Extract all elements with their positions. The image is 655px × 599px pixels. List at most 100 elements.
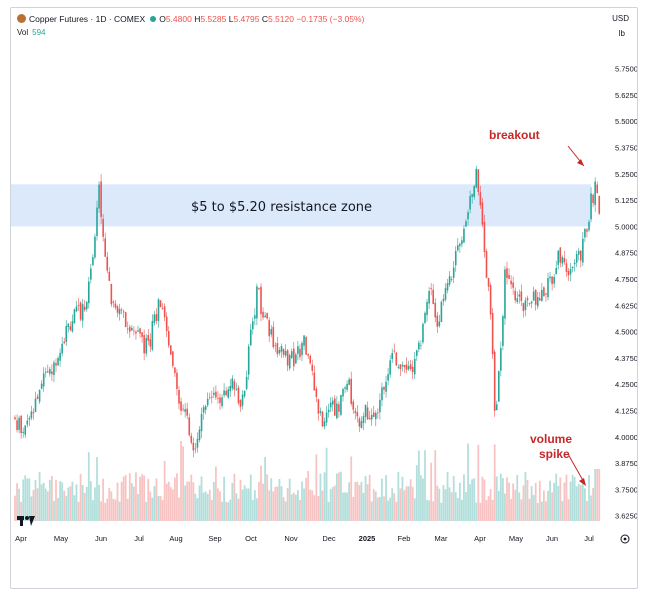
- volume-bar: [18, 488, 20, 521]
- volume-bar: [212, 482, 215, 521]
- volume-bar: [518, 492, 521, 521]
- candle-body: [42, 373, 45, 387]
- volume-bar: [135, 472, 137, 521]
- candle-body: [141, 332, 143, 338]
- volume-bar: [319, 473, 322, 521]
- volume-bar: [465, 492, 467, 521]
- volume-bar: [153, 486, 156, 521]
- volume-bar: [120, 481, 123, 521]
- candle-body: [135, 331, 137, 334]
- price-chart[interactable]: 5.7500 5.6250 5.5000 5.3750 5.2500 5.1250 5.00…: [11, 8, 638, 589]
- candle-body: [143, 335, 145, 354]
- open-value: 5.4800: [165, 14, 192, 24]
- candle-body: [354, 410, 357, 413]
- candle-body: [323, 421, 326, 427]
- candle-body: [401, 364, 404, 367]
- x-tick-label: May: [509, 534, 523, 543]
- candle-body: [268, 320, 270, 337]
- volume-bar: [325, 447, 328, 521]
- x-tick-label: Oct: [245, 534, 258, 543]
- tradingview-logo-icon[interactable]: [17, 516, 35, 526]
- candle-body: [266, 312, 268, 319]
- volume-bar: [249, 474, 252, 521]
- candle-body: [325, 412, 328, 423]
- volume-bar: [309, 489, 312, 521]
- candle-body: [598, 195, 601, 214]
- volume-bar: [182, 446, 184, 521]
- candle-body: [461, 240, 463, 245]
- volume-bar: [561, 501, 564, 521]
- y-tick-label: 4.8750: [615, 249, 638, 258]
- high-value: 5.5285: [200, 14, 227, 24]
- volume-bar: [458, 482, 461, 521]
- candle-body: [256, 286, 258, 319]
- candle-body: [249, 329, 252, 346]
- candle-body: [518, 294, 521, 297]
- volume-bar: [463, 474, 465, 521]
- candle-body: [129, 326, 131, 332]
- candle-body: [551, 276, 553, 285]
- volume-bar: [436, 485, 439, 521]
- volume-bar: [276, 486, 279, 521]
- candle-body: [502, 316, 504, 346]
- scale-label[interactable]: lb: [618, 29, 625, 38]
- candle-body: [295, 354, 297, 364]
- volume-bar: [331, 487, 334, 521]
- candle-body: [247, 346, 250, 375]
- volume-bar: [26, 478, 29, 521]
- candle-body: [81, 304, 84, 321]
- volume-bar: [532, 494, 535, 521]
- volume-bar: [20, 501, 23, 521]
- candle-body: [520, 291, 523, 301]
- candle-body: [206, 398, 209, 406]
- candle-body: [229, 385, 232, 392]
- volume-bar: [430, 462, 433, 521]
- volume-bar: [24, 475, 27, 521]
- candle-body: [110, 283, 113, 305]
- volume-bar: [530, 486, 533, 521]
- volume-bar: [499, 473, 502, 521]
- candle-body: [264, 315, 266, 318]
- settings-gear-icon[interactable]: [620, 534, 630, 544]
- volume-bar: [36, 488, 39, 521]
- candle-body: [422, 323, 424, 343]
- candle-body: [176, 372, 178, 389]
- candle-body: [368, 417, 371, 420]
- volume-bar: [547, 490, 549, 521]
- currency-selector[interactable]: USD: [612, 14, 629, 23]
- volume-bar: [340, 471, 342, 521]
- volume-bar: [278, 479, 281, 521]
- volume-bar: [438, 488, 441, 521]
- candle-body: [454, 251, 457, 266]
- volume-bar: [454, 492, 457, 521]
- volume-bar: [538, 480, 541, 521]
- symbol-title[interactable]: Copper Futures · 1D · COMEX: [29, 14, 146, 24]
- volume-bar: [584, 488, 586, 521]
- volume-bar: [221, 501, 223, 521]
- candle-body: [389, 360, 391, 375]
- low-value: 5.4795: [233, 14, 260, 24]
- volume-bar: [65, 496, 68, 521]
- volume-bar: [143, 475, 146, 521]
- candle-body: [184, 409, 186, 412]
- volume-bar: [157, 495, 160, 521]
- candle-body: [213, 392, 215, 395]
- volume-bar: [73, 495, 76, 521]
- volume-bar: [280, 486, 283, 521]
- candle-body: [53, 362, 55, 376]
- volume-bar: [262, 483, 264, 521]
- candle-body: [32, 412, 35, 414]
- volume-bar: [256, 498, 258, 521]
- candle-body: [131, 327, 133, 331]
- volume-bar: [98, 484, 100, 521]
- candle-body: [290, 351, 293, 359]
- volume-bar: [81, 484, 84, 521]
- candle-body: [182, 408, 184, 410]
- candle-body: [241, 394, 244, 406]
- volume-bar: [493, 444, 496, 521]
- volume-bar: [167, 481, 170, 521]
- candle-body: [561, 257, 564, 264]
- volume-bar: [424, 450, 426, 521]
- volume-bar: [161, 499, 164, 521]
- candle-body: [391, 352, 393, 360]
